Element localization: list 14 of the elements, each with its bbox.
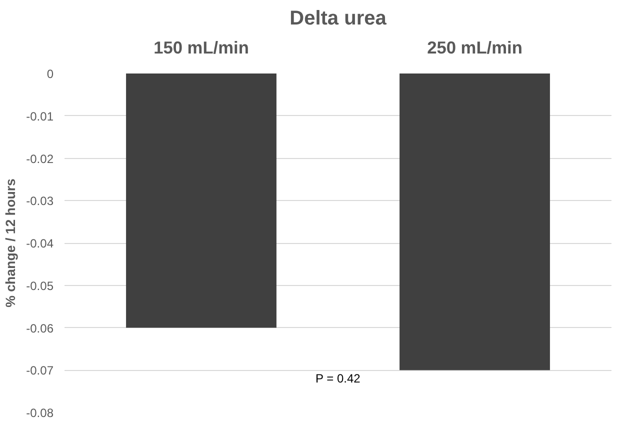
y-tick-label: -0.08 (26, 406, 54, 420)
y-tick-label: -0.04 (26, 236, 54, 250)
y-tick-label: -0.01 (26, 109, 54, 124)
y-tick-label: -0.03 (26, 194, 54, 208)
annotation: P = 0.42 (315, 372, 361, 386)
chart-title: Delta urea (290, 8, 388, 30)
y-tick-label: -0.02 (26, 152, 54, 166)
y-tick-label: -0.07 (26, 364, 54, 378)
y-axis-title: % change / 12 hours (3, 178, 18, 308)
x-tick-label: 150 mL/min (154, 38, 249, 58)
y-tick-label: -0.06 (26, 321, 54, 336)
y-tick-label: -0.05 (26, 278, 54, 293)
y-tick-label: 0 (46, 67, 54, 81)
x-tick-label: 250 mL/min (427, 38, 522, 58)
